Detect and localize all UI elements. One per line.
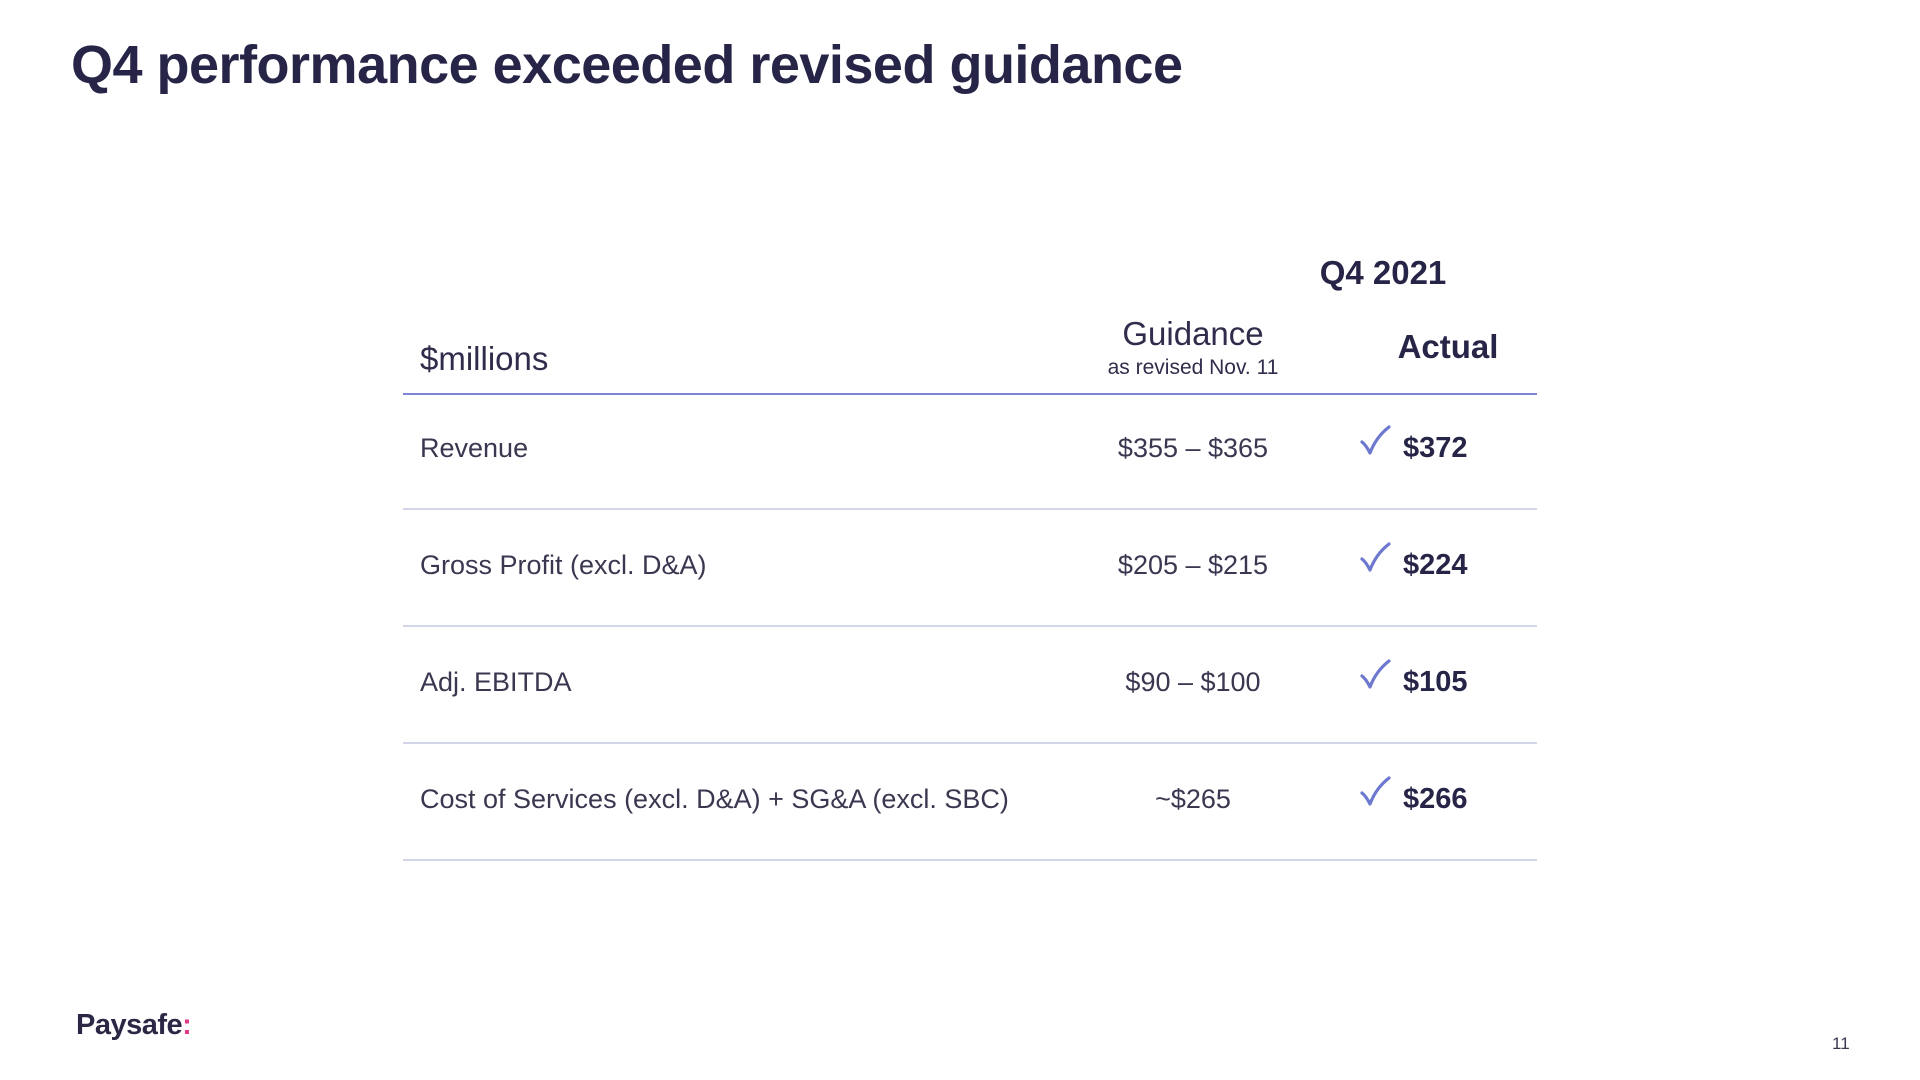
paysafe-logo: Paysafe: (76, 1009, 192, 1042)
row-label: Gross Profit (excl. D&A) (420, 550, 707, 580)
logo-text: Paysafe (76, 1009, 183, 1041)
checkmark-icon (1358, 657, 1392, 691)
table-row: Gross Profit (excl. D&A) $205 – $215 $22… (403, 510, 1537, 627)
guidance-sublabel: as revised Nov. 11 (1107, 356, 1279, 379)
checkmark-icon (1358, 423, 1392, 457)
page-number: 11 (1832, 1034, 1850, 1053)
table-header-row: $millions Guidance as revised Nov. 11 Ac… (403, 310, 1537, 395)
table-row: Cost of Services (excl. D&A) + SG&A (exc… (403, 744, 1537, 861)
row-label: Cost of Services (excl. D&A) + SG&A (exc… (420, 784, 1009, 814)
units-label: $millions (420, 340, 549, 377)
row-label: Adj. EBITDA (420, 667, 572, 697)
row-label: Revenue (420, 433, 529, 463)
actual-column-header: Actual (1397, 328, 1499, 365)
row-guidance: $90 – $100 (1125, 667, 1261, 697)
table-body: Revenue $355 – $365 $372 Gross Profit (e… (403, 393, 1537, 861)
checkmark-icon (1358, 540, 1392, 574)
row-actual: $266 (1403, 783, 1468, 815)
guidance-label: Guidance (1122, 315, 1264, 352)
row-guidance: ~$265 (1155, 784, 1231, 814)
page-title: Q4 performance exceeded revised guidance (71, 35, 1183, 95)
row-guidance: $355 – $365 (1117, 433, 1269, 463)
row-guidance: $205 – $215 (1117, 550, 1269, 580)
logo-mark: : (182, 1009, 192, 1041)
checkmark-icon (1358, 774, 1392, 808)
table-row: Revenue $355 – $365 $372 (403, 393, 1537, 510)
row-actual: $105 (1403, 666, 1468, 698)
row-actual: $224 (1403, 549, 1468, 581)
period-header: Q4 2021 (1319, 254, 1447, 291)
table-row: Adj. EBITDA $90 – $100 $105 (403, 627, 1537, 744)
guidance-column-header: Guidance as revised Nov. 11 (1043, 314, 1343, 382)
row-actual: $372 (1403, 432, 1468, 464)
